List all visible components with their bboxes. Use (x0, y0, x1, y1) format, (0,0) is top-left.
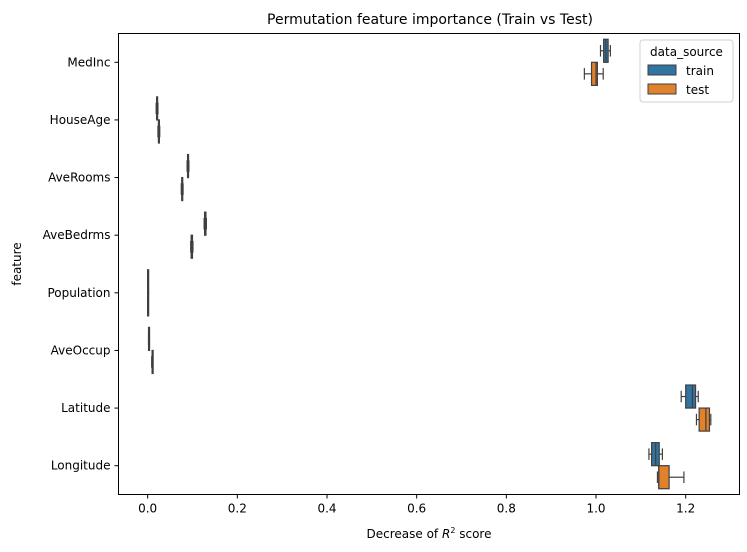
box-test-latitude (695, 407, 712, 432)
y-axis: MedInc HouseAge AveRooms AveBedrms Populatio… (43, 55, 119, 473)
x-axis: 0.0 0.2 0.4 0.6 0.8 1.0 1.2 (138, 494, 695, 516)
y-tick-label-averooms: AveRooms (48, 171, 110, 185)
x-tick-label: 0.8 (497, 502, 516, 516)
box-train-houseage (155, 96, 159, 121)
legend-label: train (686, 64, 714, 78)
legend-label: test (686, 83, 709, 97)
x-tick-label: 0.4 (317, 502, 336, 516)
box-train-avebedrms (203, 211, 207, 236)
box-test-population (147, 292, 150, 317)
box-train-medinc (599, 38, 611, 63)
y-tick-label-population: Population (47, 286, 110, 300)
box-test-houseage (157, 119, 161, 144)
box-train-aveoccup (147, 326, 151, 352)
plot-area (147, 38, 712, 490)
box-test-averooms (180, 176, 184, 202)
legend-title: data_source (650, 45, 723, 59)
y-tick-label-houseage: HouseAge (50, 113, 111, 127)
box-train-population (147, 269, 150, 294)
x-tick-label: 1.0 (586, 502, 605, 516)
box-train-longitude (648, 442, 663, 467)
legend-item-train: train (647, 64, 714, 78)
box-train-averooms (186, 153, 190, 179)
x-tick-label: 1.2 (676, 502, 695, 516)
legend-swatch (647, 64, 677, 76)
y-tick-label-medinc: MedInc (67, 55, 110, 69)
legend-swatch (647, 83, 677, 95)
box-train-latitude (680, 384, 699, 409)
x-tick-label: 0.2 (228, 502, 247, 516)
x-tick-label: 0.0 (138, 502, 157, 516)
y-tick-label-latitude: Latitude (61, 401, 110, 415)
y-tick-label-longitude: Longitude (51, 459, 111, 473)
y-axis-label: feature (10, 242, 24, 285)
y-tick-label-avebedrms: AveBedrms (43, 228, 111, 242)
box-test-medinc (583, 61, 604, 86)
x-tick-label: 0.6 (407, 502, 426, 516)
axes-frame (118, 33, 740, 495)
box-test-aveoccup (151, 349, 154, 375)
legend-item-test: test (647, 83, 709, 97)
x-axis-label: Decrease of R2 score (367, 526, 492, 541)
box-test-avebedrms (190, 234, 194, 259)
y-tick-label-aveoccup: AveOccup (51, 343, 111, 357)
chart-title: Permutation feature importance (Train vs… (267, 12, 593, 28)
box-test-longitude (656, 465, 685, 490)
